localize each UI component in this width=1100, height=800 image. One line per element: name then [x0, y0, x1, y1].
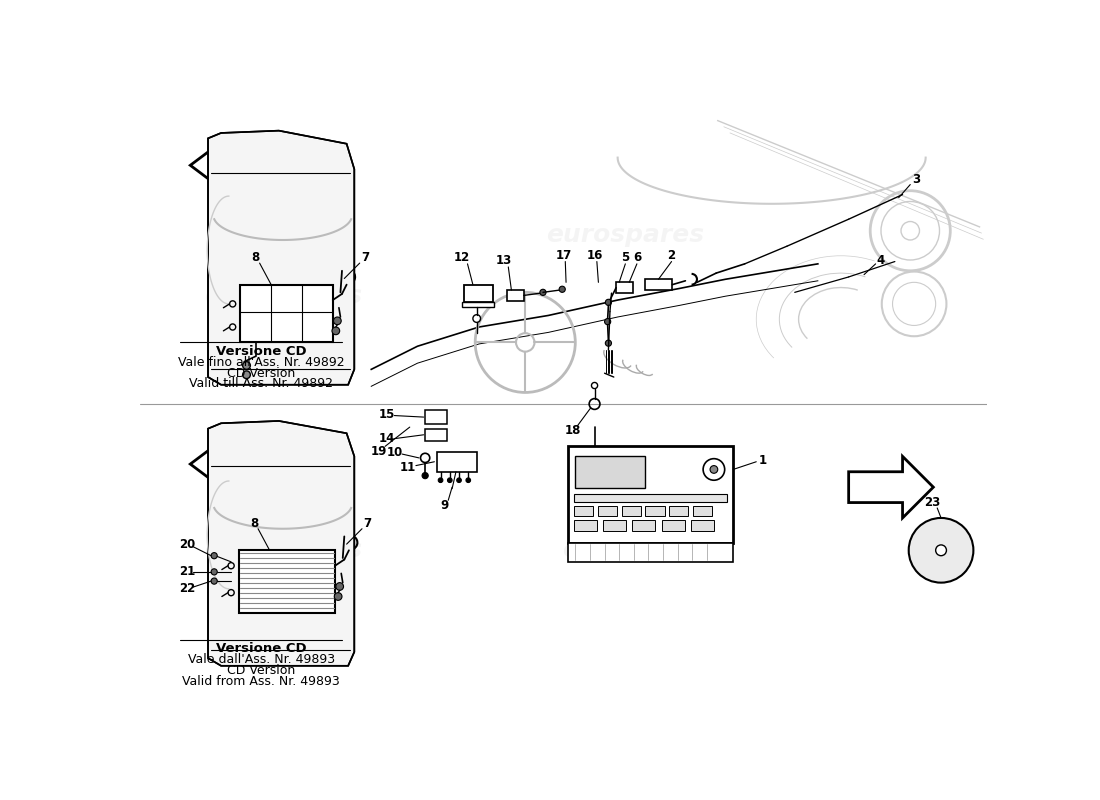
Circle shape [243, 362, 251, 370]
Bar [425, 429, 447, 441]
Circle shape [559, 286, 565, 292]
Text: Versione CD: Versione CD [216, 642, 307, 655]
Bar [462, 302, 495, 307]
Circle shape [540, 290, 546, 295]
Text: Valid from Ass. Nr. 49893: Valid from Ass. Nr. 49893 [183, 674, 340, 688]
Text: 10: 10 [386, 446, 403, 459]
Circle shape [333, 317, 341, 325]
Text: 17: 17 [556, 249, 572, 262]
Text: 4: 4 [877, 254, 886, 266]
Bar [597, 506, 617, 516]
Circle shape [211, 569, 218, 575]
Text: 19: 19 [371, 446, 387, 458]
Bar [669, 506, 689, 516]
Text: 22: 22 [179, 582, 196, 595]
Text: 13: 13 [496, 254, 512, 267]
Text: 23: 23 [924, 496, 939, 509]
Text: 8: 8 [250, 517, 258, 530]
Bar [646, 506, 664, 516]
Circle shape [336, 582, 343, 590]
Bar [568, 446, 734, 542]
Text: 20: 20 [179, 538, 196, 551]
Bar [241, 285, 332, 342]
Text: eurospares: eurospares [562, 538, 719, 562]
Text: 12: 12 [454, 251, 470, 264]
Bar [621, 506, 640, 516]
Bar [691, 520, 714, 531]
Circle shape [909, 518, 974, 582]
Circle shape [448, 478, 452, 482]
Text: 18: 18 [564, 425, 581, 438]
Text: 1: 1 [758, 454, 767, 466]
Circle shape [211, 553, 218, 558]
Text: Versione CD: Versione CD [216, 345, 307, 358]
Bar [574, 520, 597, 531]
Bar [507, 290, 524, 301]
Text: 21: 21 [179, 566, 196, 578]
Bar [661, 520, 684, 531]
Text: Valid till Ass. Nr. 49892: Valid till Ass. Nr. 49892 [189, 378, 333, 390]
Circle shape [422, 473, 428, 478]
Circle shape [332, 327, 340, 334]
Text: 7: 7 [363, 517, 372, 530]
Bar [693, 506, 713, 516]
Circle shape [605, 318, 610, 325]
Circle shape [605, 340, 612, 346]
Text: CD Version: CD Version [227, 366, 295, 380]
Polygon shape [208, 421, 354, 666]
Circle shape [936, 545, 946, 556]
Text: 6: 6 [632, 251, 641, 264]
Circle shape [466, 478, 471, 482]
Text: eurospares: eurospares [547, 222, 704, 246]
Circle shape [243, 371, 251, 378]
Bar [568, 542, 734, 562]
Text: eurospares: eurospares [204, 284, 362, 308]
Text: 9: 9 [440, 499, 449, 512]
Bar [574, 494, 727, 502]
Bar [645, 279, 672, 290]
Text: 11: 11 [400, 461, 416, 474]
Bar [425, 410, 447, 424]
Bar [464, 285, 493, 302]
Circle shape [211, 578, 218, 584]
Bar [574, 506, 593, 516]
Text: 2: 2 [668, 249, 675, 262]
Text: 3: 3 [912, 173, 921, 186]
Bar [616, 282, 634, 293]
Text: 15: 15 [378, 407, 395, 421]
Text: Vale fino all'Ass. Nr. 49892: Vale fino all'Ass. Nr. 49892 [178, 356, 344, 369]
Bar [239, 550, 336, 614]
Text: eurospares: eurospares [204, 538, 362, 562]
Circle shape [334, 593, 342, 600]
Circle shape [456, 478, 461, 482]
Text: 16: 16 [587, 249, 604, 262]
Bar [575, 455, 645, 488]
Text: 5: 5 [621, 251, 629, 264]
Text: 7: 7 [361, 251, 370, 264]
Polygon shape [208, 130, 354, 385]
Circle shape [605, 299, 612, 306]
Text: 14: 14 [378, 432, 395, 445]
Bar [603, 520, 626, 531]
Circle shape [711, 466, 717, 474]
Bar [632, 520, 656, 531]
Text: Vale dall'Ass. Nr. 49893: Vale dall'Ass. Nr. 49893 [188, 653, 334, 666]
Bar [437, 452, 476, 472]
Circle shape [438, 478, 443, 482]
Text: 8: 8 [252, 251, 260, 264]
Text: CD Version: CD Version [227, 664, 295, 677]
